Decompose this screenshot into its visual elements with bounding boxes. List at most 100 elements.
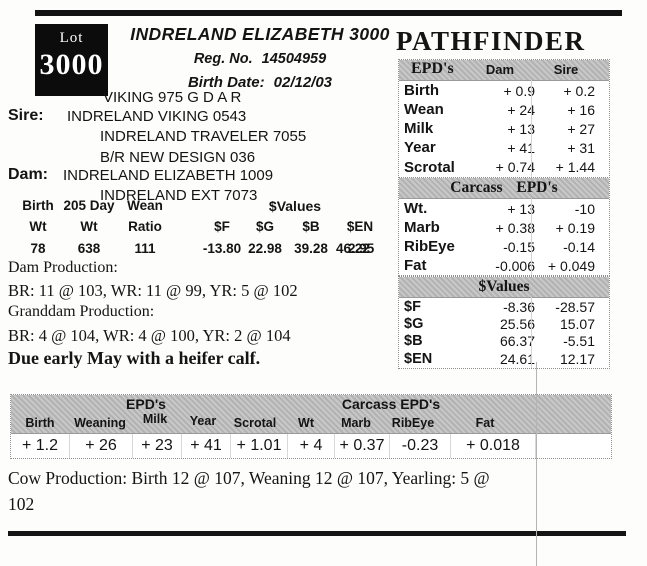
carcass-header-label: Carcass EPD's	[450, 179, 558, 196]
epd-row-birth: Birth + 0.9 + 0.2	[399, 81, 609, 100]
values-sire-value: 12.17	[559, 350, 595, 367]
sg-value: 22.98	[248, 241, 282, 256]
epd-row-label: Milk	[404, 120, 434, 137]
carcass-sire-value: + 0.19	[555, 219, 595, 236]
carcass-row-wt: Wt. + 13 -10	[399, 199, 609, 218]
birth-date-line: Birth Date: 02/12/03	[110, 74, 410, 91]
val-scrotal: + 1.01	[231, 434, 288, 458]
values-row-label: $F	[404, 298, 421, 315]
values-dam-value: 24.61	[499, 350, 535, 367]
val-birth: + 1.2	[11, 434, 70, 458]
col-fat: Fat	[475, 416, 495, 430]
sf-header: $F	[214, 219, 230, 234]
epd-table: EPD's Dam Sire Birth + 0.9 + 0.2 Wean + …	[398, 59, 610, 178]
carcass-table-divider	[531, 198, 532, 275]
carcass-row-label: Marb	[404, 219, 440, 236]
wean-ratio-value: 111	[134, 241, 156, 256]
summary-values-row: + 1.2 + 26 + 23 + 41 + 1.01 + 4 + 0.37 -…	[11, 434, 611, 458]
due-date-note: Due early May with a heifer calf.	[8, 348, 261, 368]
epd-row-label: Scrotal	[404, 158, 455, 176]
epd-header-label: EPD's	[411, 60, 454, 77]
carcass-sire-value: -10	[574, 200, 595, 217]
carcass-row-ribeye: RibEye -0.15 -0.14	[399, 237, 609, 256]
lot-label: Lot	[59, 30, 84, 46]
cow-production-line1: Cow Production: Birth 12 @ 107, Weaning …	[8, 468, 490, 488]
dollar-values-table: $Values $F -8.36 -28.57 $G 25.56 15.07 $…	[398, 276, 610, 369]
dam-grandsire: B/R NEW DESIGN 036	[100, 149, 256, 166]
day205-wt-value: 638	[77, 241, 101, 256]
dam-label: Dam:	[8, 166, 49, 183]
val-ribeye: -0.23	[390, 434, 451, 458]
cow-production-line2: 102	[8, 494, 35, 514]
epd-sire-value: + 0.2	[563, 82, 595, 99]
registration-line: Reg. No. 14504959	[110, 51, 410, 67]
carcass-row-label: RibEye	[404, 238, 455, 255]
values-row-label: $EN	[404, 350, 433, 367]
carcass-row-label: Wt.	[404, 200, 428, 217]
dam-name: INDRELAND ELIZABETH 1009	[63, 167, 274, 184]
stat-205day-subheader: Wt	[80, 219, 98, 234]
epd-dam-value: + 0.9	[503, 82, 535, 99]
values-row-sb: $B 66.37 -5.51	[399, 332, 609, 349]
carcass-row-label: Fat	[404, 257, 427, 274]
values-dam-value: 66.37	[499, 332, 535, 349]
stat-205day-header: 205 Day	[63, 198, 115, 213]
birth-wt-value: 78	[30, 241, 46, 256]
summary-epd-table: EPD's Carcass EPD's Birth Weaning Milk Y…	[10, 394, 612, 459]
title-block: INDRELAND ELIZABETH 3000 Reg. No. 1450495…	[110, 24, 410, 91]
bottom-rule	[8, 531, 626, 536]
col-milk: Milk	[142, 412, 168, 426]
sen-overprint-value: 2.95	[348, 241, 375, 256]
values-sire-value: -28.57	[555, 298, 595, 315]
sire-grandsire: VIKING 975 G D A R	[103, 89, 242, 106]
carcass-dam-value: -0.15	[503, 238, 535, 255]
epd-row-milk: Milk + 13 + 27	[399, 119, 609, 138]
values-dam-value: 25.56	[499, 315, 535, 332]
sire-column-header: Sire	[553, 62, 579, 77]
carcass-sire-value: + 0.049	[547, 257, 595, 274]
carcass-sire-value: -0.14	[563, 238, 595, 255]
epd-dam-value: + 13	[507, 120, 535, 137]
epd-sire-value: + 1.44	[555, 159, 595, 175]
values-row-sf: $F -8.36 -28.57	[399, 298, 609, 315]
birth-date-value: 02/12/03	[273, 74, 333, 91]
sen-value-overprint: 46.22 2.95	[336, 241, 388, 256]
dam-production-title: Dam Production:	[8, 259, 118, 276]
values-sire-value: -5.51	[563, 332, 595, 349]
epd-row-year: Year + 41 + 31	[399, 138, 609, 157]
dam-production-line: BR: 11 @ 103, WR: 11 @ 99, YR: 5 @ 102	[8, 281, 298, 300]
epd-sire-value: + 31	[567, 139, 595, 156]
lot-box: Lot 3000	[35, 24, 108, 96]
stat-birth-subheader: Wt	[29, 219, 47, 234]
dollar-values-header: $Values	[268, 198, 322, 214]
col-marb: Marb	[341, 416, 371, 430]
summary-epd-group-label: EPD's	[126, 396, 166, 412]
col-ribeye: RibEye	[391, 416, 435, 430]
sg-header: $G	[255, 219, 274, 234]
sf-value: -13.80	[202, 241, 242, 256]
epd-row-wean: Wean + 24 + 16	[399, 100, 609, 119]
reg-label: Reg. No.	[193, 51, 253, 67]
reg-number: 14504959	[261, 51, 327, 67]
dam-granddam: INDRELAND EXT 7073	[100, 187, 258, 204]
summary-table-header: EPD's Carcass EPD's Birth Weaning Milk Y…	[11, 395, 611, 434]
stat-birth-header: Birth	[22, 198, 54, 213]
col-weaning: Weaning	[74, 416, 126, 430]
val-year: + 41	[182, 434, 231, 458]
sen-value: 46.22	[336, 241, 370, 256]
stat-wean-subheader: Ratio	[128, 219, 162, 234]
granddam-production-line: BR: 4 @ 104, WR: 4 @ 100, YR: 2 @ 104	[8, 326, 291, 345]
val-milk: + 23	[133, 434, 182, 458]
carcass-dam-value: + 13	[507, 200, 535, 217]
col-birth: Birth	[25, 416, 55, 430]
carcass-row-marb: Marb + 0.38 + 0.19	[399, 218, 609, 237]
col-wt: Wt	[298, 416, 314, 430]
val-weaning: + 26	[70, 434, 133, 458]
sb-value: 39.28	[294, 241, 328, 256]
epd-row-label: Year	[404, 139, 436, 156]
carcass-table-header: Carcass EPD's	[399, 178, 609, 199]
values-row-label: $G	[404, 315, 424, 332]
epd-sire-value: + 16	[567, 101, 595, 118]
val-wt: + 4	[288, 434, 335, 458]
